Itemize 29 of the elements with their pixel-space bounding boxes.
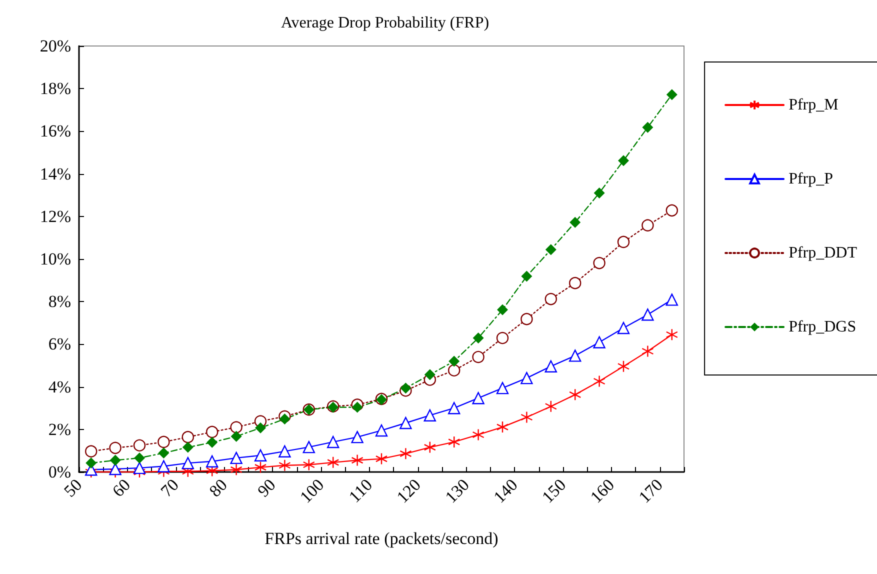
x-tick-label: 150 bbox=[538, 475, 570, 507]
legend-label: Pfrp_DDT bbox=[788, 244, 858, 262]
y-tick-label: 2% bbox=[48, 420, 71, 439]
y-tick-label: 6% bbox=[48, 334, 71, 354]
x-tick-label: 90 bbox=[254, 475, 280, 501]
x-tick-label: 160 bbox=[586, 475, 618, 507]
y-tick-label: 20% bbox=[40, 36, 71, 56]
legend-label: Pfrp_DGS bbox=[788, 318, 856, 336]
x-tick-label: 110 bbox=[345, 475, 376, 506]
y-tick-label: 12% bbox=[40, 206, 71, 226]
legend-label: Pfrp_P bbox=[788, 170, 834, 188]
legend-label: Pfrp_M bbox=[788, 96, 838, 114]
y-tick-label: 14% bbox=[40, 164, 71, 184]
x-tick-label: 130 bbox=[441, 475, 473, 507]
chart-title: Average Drop Probability (FRP) bbox=[280, 14, 490, 32]
x-tick-label: 80 bbox=[205, 475, 231, 501]
y-tick-label: 0% bbox=[48, 462, 71, 482]
x-tick-label: 60 bbox=[108, 475, 134, 501]
x-axis-title: FRPs arrival rate (packets/second) bbox=[264, 529, 498, 548]
y-tick-label: 18% bbox=[40, 79, 71, 98]
x-tick-label: 170 bbox=[635, 475, 667, 507]
y-tick-label: 16% bbox=[40, 122, 71, 141]
y-tick-label: 4% bbox=[48, 377, 71, 396]
y-tick-label: 10% bbox=[40, 250, 71, 268]
x-tick-label: 140 bbox=[490, 475, 522, 507]
x-tick-label: 100 bbox=[296, 475, 328, 507]
y-tick-label: 8% bbox=[48, 292, 71, 312]
x-tick-label: 120 bbox=[393, 475, 425, 507]
x-tick-label: 70 bbox=[157, 475, 183, 501]
